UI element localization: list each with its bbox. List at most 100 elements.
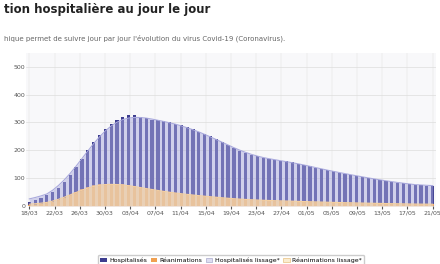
Bar bbox=[291, 162, 294, 206]
Bar bbox=[349, 175, 352, 206]
Bar bbox=[314, 202, 317, 206]
Bar bbox=[250, 200, 253, 206]
Bar bbox=[419, 185, 422, 206]
Bar bbox=[86, 150, 89, 206]
Bar bbox=[57, 200, 60, 206]
Bar bbox=[28, 205, 31, 206]
Bar bbox=[355, 176, 358, 206]
Bar bbox=[396, 204, 399, 206]
Bar bbox=[92, 185, 95, 206]
Bar bbox=[291, 201, 294, 206]
Bar bbox=[373, 204, 376, 206]
Bar bbox=[390, 182, 393, 206]
Bar bbox=[343, 202, 347, 206]
Bar bbox=[104, 129, 107, 206]
Bar bbox=[227, 145, 230, 206]
Bar bbox=[244, 200, 247, 206]
Bar bbox=[408, 184, 411, 206]
Bar bbox=[373, 179, 376, 206]
Bar bbox=[314, 168, 317, 206]
Bar bbox=[419, 204, 422, 206]
Bar bbox=[361, 177, 364, 206]
Bar bbox=[279, 201, 282, 206]
Bar bbox=[92, 142, 95, 206]
Bar bbox=[28, 202, 31, 206]
Bar bbox=[162, 121, 165, 206]
Bar bbox=[57, 188, 60, 206]
Bar bbox=[63, 198, 66, 206]
Bar bbox=[51, 202, 54, 206]
Bar bbox=[355, 203, 358, 206]
Bar bbox=[268, 159, 271, 206]
Bar bbox=[273, 160, 276, 206]
Bar bbox=[98, 184, 101, 206]
Bar bbox=[156, 191, 160, 206]
Bar bbox=[320, 202, 323, 206]
Bar bbox=[63, 182, 66, 206]
Bar bbox=[197, 132, 201, 206]
Bar bbox=[431, 186, 434, 206]
Bar bbox=[232, 199, 235, 206]
Bar bbox=[414, 185, 417, 206]
Bar bbox=[74, 192, 78, 206]
Bar bbox=[261, 158, 265, 206]
Bar bbox=[51, 192, 54, 206]
Text: hique permet de suivre jour par jour l'évolution du virus Covid-19 (Coronavirus): hique permet de suivre jour par jour l'é… bbox=[4, 34, 286, 42]
Bar bbox=[302, 165, 306, 206]
Bar bbox=[361, 203, 364, 206]
Bar bbox=[402, 204, 405, 206]
Bar bbox=[150, 190, 154, 206]
Bar bbox=[81, 159, 84, 206]
Bar bbox=[227, 199, 230, 206]
Bar bbox=[367, 203, 370, 206]
Bar bbox=[191, 129, 194, 206]
Bar bbox=[86, 187, 89, 206]
Bar bbox=[69, 195, 72, 206]
Bar bbox=[168, 192, 171, 206]
Bar bbox=[425, 186, 429, 206]
Bar bbox=[250, 155, 253, 206]
Bar bbox=[174, 193, 177, 206]
Bar bbox=[209, 197, 212, 206]
Bar bbox=[145, 118, 148, 206]
Bar bbox=[74, 167, 78, 206]
Bar bbox=[431, 204, 434, 206]
Bar bbox=[174, 124, 177, 206]
Bar bbox=[332, 202, 335, 206]
Bar bbox=[127, 185, 130, 206]
Bar bbox=[150, 120, 154, 206]
Bar bbox=[209, 136, 212, 206]
Bar bbox=[268, 201, 271, 206]
Bar bbox=[384, 204, 388, 206]
Bar bbox=[232, 148, 235, 206]
Bar bbox=[425, 204, 429, 206]
Bar bbox=[238, 151, 242, 206]
Bar bbox=[168, 122, 171, 206]
Text: tion hospitalière au jour le jour: tion hospitalière au jour le jour bbox=[4, 3, 211, 16]
Bar bbox=[261, 200, 265, 206]
Bar bbox=[162, 191, 165, 206]
Bar bbox=[256, 200, 259, 206]
Bar bbox=[69, 175, 72, 206]
Bar bbox=[302, 201, 306, 206]
Bar bbox=[156, 120, 160, 206]
Bar bbox=[110, 124, 113, 206]
Bar bbox=[308, 202, 312, 206]
Bar bbox=[115, 120, 119, 206]
Bar bbox=[297, 164, 300, 206]
Bar bbox=[256, 156, 259, 206]
Bar bbox=[320, 169, 323, 206]
Bar bbox=[186, 128, 189, 206]
Bar bbox=[285, 201, 288, 206]
Bar bbox=[121, 185, 125, 206]
Bar bbox=[215, 139, 218, 206]
Bar bbox=[180, 125, 183, 206]
Bar bbox=[127, 115, 130, 206]
Bar bbox=[115, 184, 119, 206]
Bar bbox=[297, 201, 300, 206]
Bar bbox=[308, 166, 312, 206]
Bar bbox=[402, 183, 405, 206]
Bar bbox=[408, 204, 411, 206]
Bar bbox=[40, 198, 43, 206]
Bar bbox=[378, 204, 381, 206]
